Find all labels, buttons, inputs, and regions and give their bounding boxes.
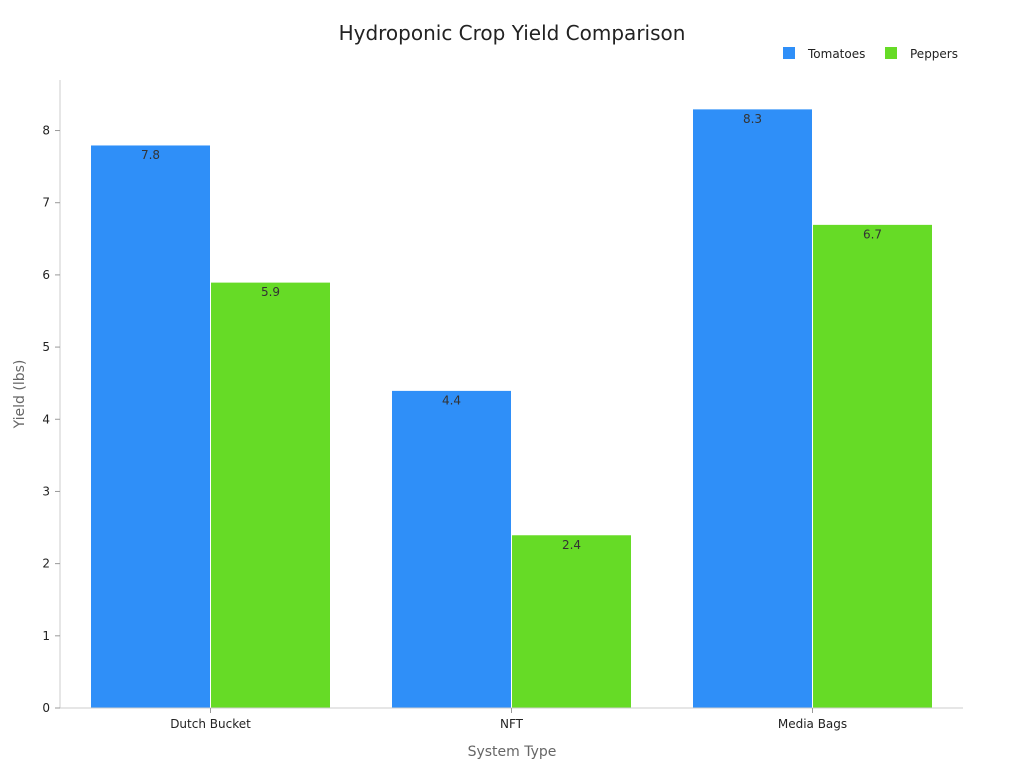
chart-title: Hydroponic Crop Yield Comparison	[339, 21, 686, 45]
bar-tomatoes-media-bags	[692, 108, 813, 709]
data-label-peppers-dutch-bucket: 5.9	[261, 285, 280, 299]
y-tick-label-7: 7	[42, 196, 50, 210]
y-tick-label-2: 2	[42, 557, 50, 571]
data-label-tomatoes-dutch-bucket: 7.8	[141, 148, 160, 162]
y-axis-title: Yield (lbs)	[12, 360, 28, 430]
legend-label-peppers: Peppers	[910, 47, 958, 61]
y-tick-label-6: 6	[42, 268, 50, 282]
y-tick-label-3: 3	[42, 484, 50, 498]
legend-swatch-tomatoes	[783, 47, 795, 59]
y-tick-label-5: 5	[42, 340, 50, 354]
y-tick-label-0: 0	[42, 701, 50, 715]
y-tick-label-8: 8	[42, 124, 50, 138]
legend-label-tomatoes: Tomatoes	[807, 47, 865, 61]
data-label-tomatoes-media-bags: 8.3	[743, 112, 762, 126]
data-label-peppers-nft: 2.4	[562, 538, 581, 552]
bars-group	[90, 108, 933, 709]
bar-peppers-nft	[511, 534, 632, 709]
x-axis-ticks: Dutch Bucket NFT Media Bags	[170, 708, 847, 731]
y-tick-label-4: 4	[42, 412, 50, 426]
y-tick-label-1: 1	[42, 629, 50, 643]
bar-peppers-dutch-bucket	[210, 281, 331, 709]
x-tick-label-nft: NFT	[500, 717, 524, 731]
bar-tomatoes-nft	[391, 389, 512, 709]
x-tick-label-dutch-bucket: Dutch Bucket	[170, 717, 251, 731]
x-tick-label-media-bags: Media Bags	[778, 717, 847, 731]
legend: Tomatoes Peppers	[783, 47, 958, 61]
y-axis-ticks: 0 1 2 3 4 5 6 7 8	[42, 124, 60, 715]
x-axis-title: System Type	[468, 744, 557, 760]
legend-swatch-peppers	[885, 47, 897, 59]
data-label-tomatoes-nft: 4.4	[442, 393, 461, 407]
data-labels-group: 7.8 5.9 4.4 2.4 8.3 6.7	[141, 112, 882, 552]
data-label-peppers-media-bags: 6.7	[863, 227, 882, 241]
bar-peppers-media-bags	[812, 223, 933, 709]
bar-tomatoes-dutch-bucket	[90, 144, 211, 709]
